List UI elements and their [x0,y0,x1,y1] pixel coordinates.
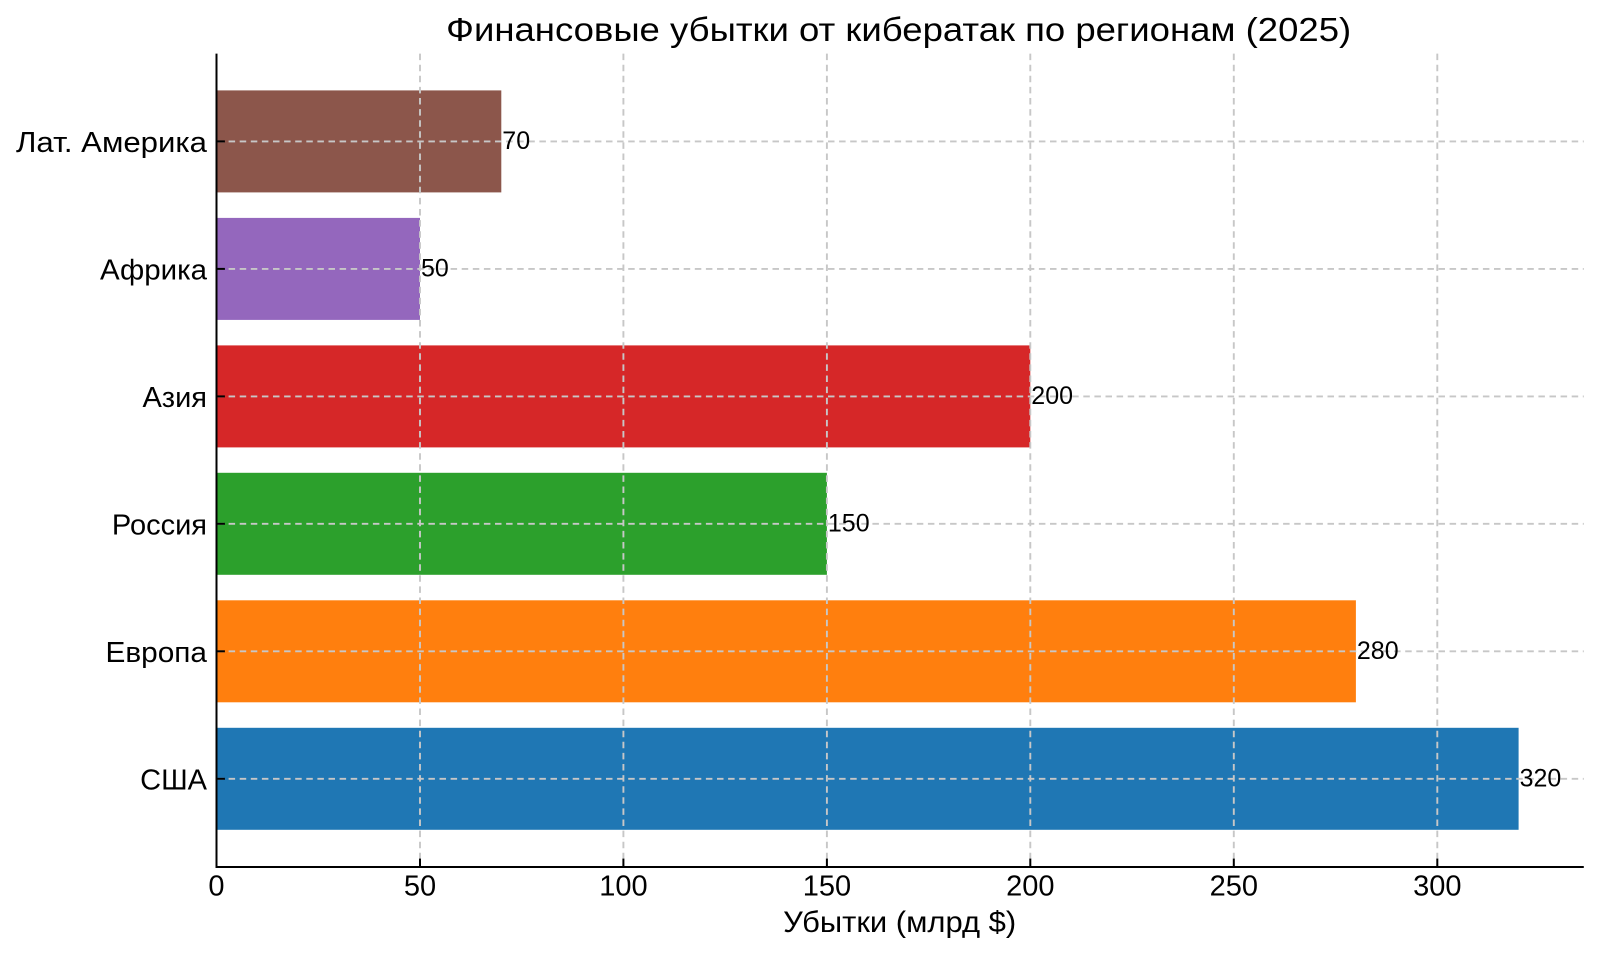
svg-text:280: 280 [1357,637,1399,665]
svg-text:50: 50 [404,871,436,903]
svg-text:Азия: Азия [142,382,207,414]
svg-text:0: 0 [208,871,224,903]
svg-text:250: 250 [1210,871,1258,903]
svg-text:150: 150 [803,871,851,903]
svg-text:Лат. Америка: Лат. Америка [16,127,208,159]
svg-text:Африка: Африка [100,254,208,286]
svg-text:США: США [140,764,208,796]
svg-text:Россия: Россия [112,509,207,541]
svg-text:100: 100 [599,871,647,903]
svg-text:70: 70 [502,127,530,155]
svg-text:200: 200 [1031,382,1073,410]
svg-text:300: 300 [1413,871,1461,903]
svg-text:Убытки (млрд $): Убытки (млрд $) [783,906,1016,939]
svg-text:320: 320 [1520,765,1562,793]
svg-text:Европа: Европа [106,637,208,669]
svg-text:Финансовые убытки от кибератак: Финансовые убытки от кибератак по регион… [446,11,1351,48]
svg-text:50: 50 [421,255,449,283]
svg-text:150: 150 [828,510,870,538]
svg-text:200: 200 [1006,871,1054,903]
